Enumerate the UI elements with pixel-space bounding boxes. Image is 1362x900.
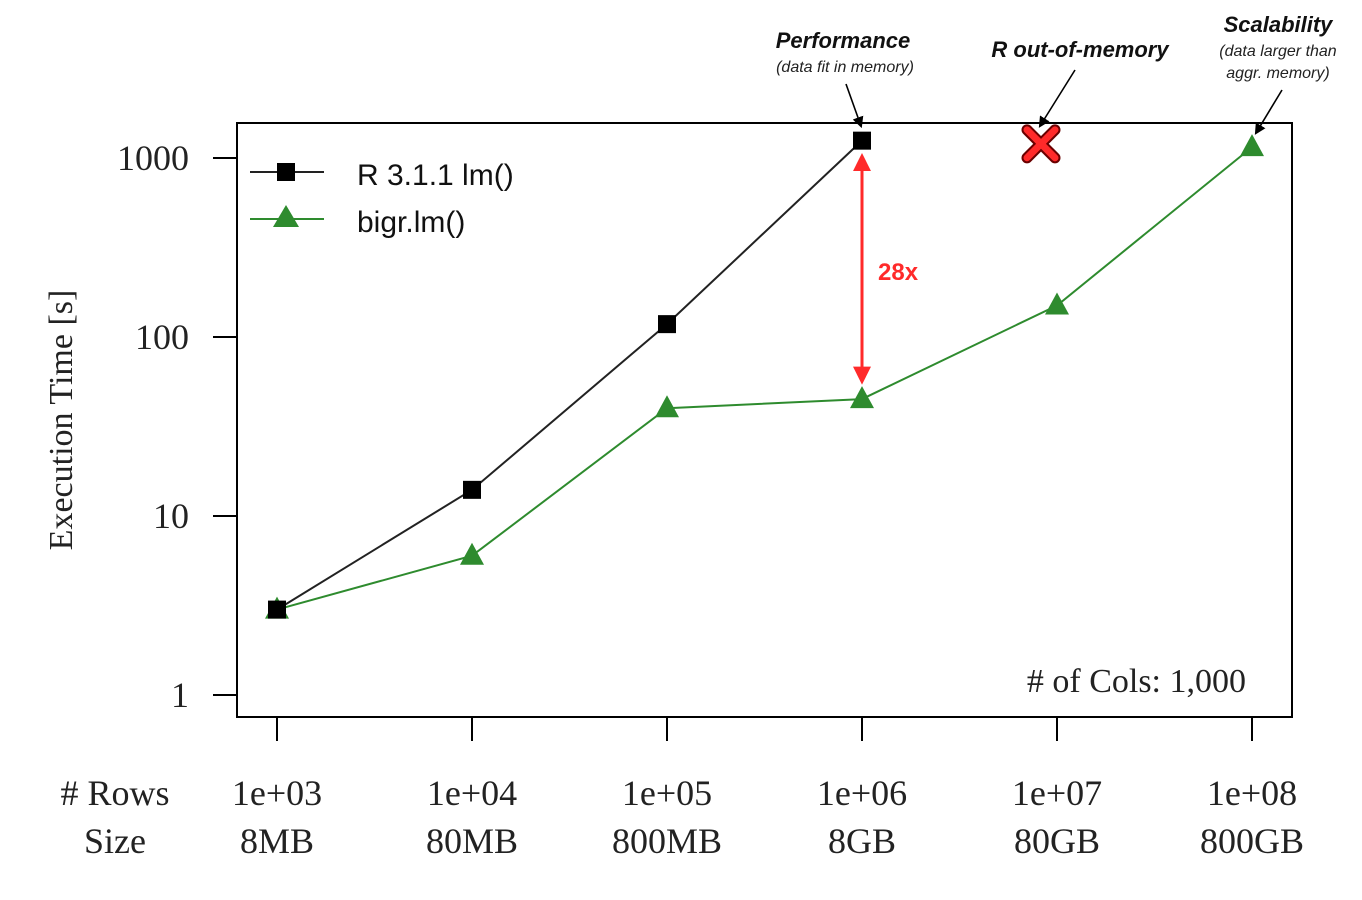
x-rows-header: # Rows [60, 773, 169, 813]
x-tick-label-rows: 1e+08 [1207, 773, 1297, 813]
speedup-label: 28x [878, 259, 919, 286]
data-point-bigr-lm [850, 386, 874, 409]
legend-label-r: R 3.1.1 lm() [357, 159, 514, 192]
x-tick-label-size: 800GB [1200, 821, 1304, 861]
data-point-bigr-lm [1240, 134, 1264, 157]
x-tick-label-rows: 1e+07 [1012, 773, 1102, 813]
x-tick-label-size: 80MB [426, 821, 518, 861]
x-tick-label-size: 800MB [612, 821, 722, 861]
x-tick-label-size: 8MB [240, 821, 314, 861]
cols-note: # of Cols: 1,000 [1027, 663, 1246, 700]
data-point-r-lm [853, 131, 871, 150]
x-tick-label-rows: 1e+06 [817, 773, 907, 813]
annotation-oom: R out-of-memory [991, 37, 1170, 128]
x-axis-ticks: 1e+03 8MB 1e+04 80MB 1e+05 800MB 1e+06 8GB 1e+07… [232, 717, 1304, 861]
data-point-r-lm [463, 480, 481, 499]
annotation-performance-subtitle: (data fit in memory) [776, 59, 914, 76]
annotation-oom-title: R out-of-memory [991, 37, 1170, 62]
legend-label-bigr: bigr.lm() [357, 206, 465, 239]
y-axis-ticks: 1 10 100 1000 [117, 138, 237, 715]
legend-marker-r [277, 163, 295, 181]
y-axis-label: Execution Time [s] [43, 290, 80, 551]
annotation-scalability-arrow [1254, 89, 1283, 135]
oom-x-stroke [1023, 126, 1059, 162]
annotation-performance-title: Performance [776, 28, 911, 53]
speedup-indicator: 28x [853, 153, 919, 385]
x-tick-label-rows: 1e+03 [232, 773, 322, 813]
annotation-performance: Performance (data fit in memory) [776, 28, 914, 129]
oom-x-marker [1021, 124, 1061, 164]
data-point-bigr-lm [655, 395, 679, 418]
y-tick-label: 1000 [117, 138, 189, 178]
annotation-scalability-subtitle-2: aggr. memory) [1226, 65, 1329, 82]
annotation-scalability-subtitle-1: (data larger than [1219, 43, 1337, 60]
annotation-scalability: Scalability (data larger than aggr. memo… [1219, 12, 1337, 135]
y-tick-label: 10 [153, 496, 189, 536]
series-line-r-lm [276, 139, 863, 611]
data-point-bigr-lm [1045, 292, 1069, 315]
series-markers [265, 131, 1264, 619]
legend: R 3.1.1 lm() bigr.lm() [250, 159, 514, 239]
annotation-performance-arrow [845, 83, 864, 129]
x-tick-label-size: 80GB [1014, 821, 1100, 861]
x-tick-label-rows: 1e+04 [427, 773, 517, 813]
annotation-scalability-title: Scalability [1224, 12, 1335, 37]
annotation-oom-arrow [1038, 69, 1076, 128]
x-size-header: Size [84, 821, 146, 861]
plot-frame [236, 122, 1293, 718]
x-tick-label-rows: 1e+05 [622, 773, 712, 813]
x-tick-label-size: 8GB [828, 821, 896, 861]
y-tick-label: 1 [171, 675, 189, 715]
y-tick-label: 100 [135, 317, 189, 357]
series-lines [276, 139, 1253, 611]
series-line-bigr-lm [276, 146, 1253, 611]
data-point-bigr-lm [460, 542, 484, 565]
data-point-r-lm [268, 600, 286, 619]
legend-marker-bigr [273, 205, 299, 227]
data-point-r-lm [658, 315, 676, 334]
